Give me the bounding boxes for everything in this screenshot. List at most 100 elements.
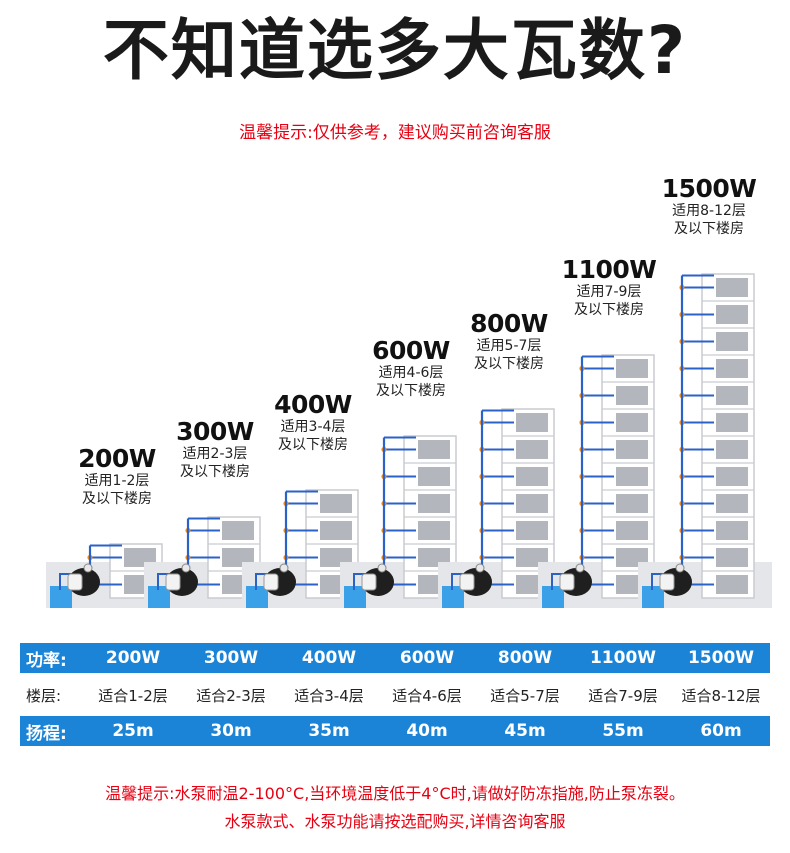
power-cell: 200W	[105, 648, 161, 668]
floor-window	[320, 521, 352, 540]
pressure-gauge	[279, 563, 289, 573]
floor-window	[716, 467, 748, 486]
callout-scope: 及以下楼房	[180, 464, 250, 481]
floor-cell: 适合3-4层	[294, 686, 364, 705]
suction-pipe	[651, 573, 664, 590]
floor-cell: 适合2-3层	[196, 686, 266, 705]
suction-pipe	[255, 573, 268, 590]
floor-cell: 适合7-9层	[588, 686, 658, 705]
power-cell: 1100W	[589, 648, 657, 668]
suction-pipe	[59, 573, 72, 590]
power-callout: 1100W 适用7-9层 及以下楼房	[554, 255, 664, 320]
callout-scope: 及以下楼房	[376, 383, 446, 400]
floor-cell: 适合4-6层	[392, 686, 462, 705]
floor-window	[418, 467, 450, 486]
water-tank	[642, 586, 664, 608]
callout-scope: 及以下楼房	[474, 356, 544, 373]
pump-head	[459, 573, 475, 591]
power-callout: 1500W 适用8-12层 及以下楼房	[654, 174, 764, 239]
lift-row-label: 扬程:	[26, 723, 67, 744]
suction-pipe	[157, 573, 170, 590]
pressure-gauge	[675, 563, 685, 573]
callout-scope: 及以下楼房	[278, 437, 348, 454]
lift-cell: 35m	[308, 721, 350, 741]
power-cell: 300W	[203, 648, 259, 668]
floor-window	[616, 413, 648, 432]
suction-pipe	[451, 573, 464, 590]
pump-head	[263, 573, 279, 591]
power-callout: 400W 适用3-4层 及以下楼房	[258, 390, 368, 455]
callout-watt: 1100W	[561, 255, 657, 284]
floor-window	[516, 494, 548, 513]
floor-window	[716, 440, 748, 459]
callout-watt: 800W	[470, 309, 548, 338]
water-tank	[542, 586, 564, 608]
power-cell: 800W	[497, 648, 553, 668]
floor-window	[616, 521, 648, 540]
pump-head	[165, 573, 181, 591]
floor-window	[418, 440, 450, 459]
lift-cell: 40m	[406, 721, 448, 741]
floor-window	[716, 413, 748, 432]
power-cell: 1500W	[687, 648, 755, 668]
pressure-gauge	[83, 563, 93, 573]
power-callout: 300W 适用2-3层 及以下楼房	[160, 417, 270, 482]
callout-watt: 600W	[372, 336, 450, 365]
page-title: 不知道选多大瓦数?	[102, 12, 688, 89]
floor-window	[516, 413, 548, 432]
floor-cell: 适合5-7层	[490, 686, 560, 705]
callout-scope: 及以下楼房	[574, 302, 644, 319]
footer-warning: 温馨提示:水泵耐温2-100°C,当环境温度低于4°C时,请做好防冻指施,防止泵…	[105, 784, 685, 803]
pressure-gauge	[475, 563, 485, 573]
callout-watt: 300W	[176, 417, 254, 446]
floor-row: 楼层: 适合1-2层 适合2-3层 适合3-4层 适合4-6层 适合5-7层 适…	[20, 680, 770, 710]
power-cell: 600W	[399, 648, 455, 668]
water-tank	[246, 586, 268, 608]
callout-floors: 适用7-9层	[576, 284, 642, 301]
floor-window	[716, 305, 748, 324]
callout-scope: 及以下楼房	[674, 221, 744, 238]
pressure-gauge	[377, 563, 387, 573]
callout-floors: 适用1-2层	[84, 473, 150, 490]
floor-window	[320, 494, 352, 513]
pump-head	[67, 573, 83, 591]
power-callout: 800W 适用5-7层 及以下楼房	[454, 309, 564, 374]
floor-window	[716, 521, 748, 540]
lift-cell: 55m	[602, 721, 644, 741]
lift-cell: 60m	[700, 721, 742, 741]
floor-window	[418, 521, 450, 540]
floor-window	[516, 467, 548, 486]
callout-floors: 适用5-7层	[476, 338, 542, 355]
floor-window	[418, 494, 450, 513]
floor-window	[616, 386, 648, 405]
callout-watt: 1500W	[661, 174, 757, 203]
tip-subtitle: 温馨提示:仅供参考，建议购买前咨询客服	[239, 123, 551, 143]
callout-floors: 适用8-12层	[672, 203, 746, 220]
floor-window	[616, 494, 648, 513]
floor-window	[516, 440, 548, 459]
floor-window	[716, 494, 748, 513]
floor-row-label: 楼层:	[26, 686, 62, 705]
callout-floors: 适用4-6层	[378, 365, 444, 382]
lift-cell: 30m	[210, 721, 252, 741]
floor-cell: 适合8-12层	[681, 686, 761, 705]
water-tank	[344, 586, 366, 608]
water-tank	[148, 586, 170, 608]
pump-head	[659, 573, 675, 591]
lift-cell: 25m	[112, 721, 154, 741]
callout-scope: 及以下楼房	[82, 491, 152, 508]
footer-note: 水泵款式、水泵功能请按选配购买,详情咨询客服	[224, 812, 566, 831]
floor-cell: 适合1-2层	[98, 686, 168, 705]
lift-row: 扬程: 25m 30m 35m 40m 45m 55m 60m	[20, 716, 770, 746]
power-cell: 400W	[301, 648, 357, 668]
power-row-label: 功率:	[26, 650, 67, 671]
callout-watt: 400W	[274, 390, 352, 419]
floor-window	[716, 575, 748, 594]
floor-window	[716, 548, 748, 567]
power-callout: 600W 适用4-6层 及以下楼房	[356, 336, 466, 401]
floor-window	[716, 278, 748, 297]
floor-window	[716, 359, 748, 378]
floor-window	[516, 521, 548, 540]
